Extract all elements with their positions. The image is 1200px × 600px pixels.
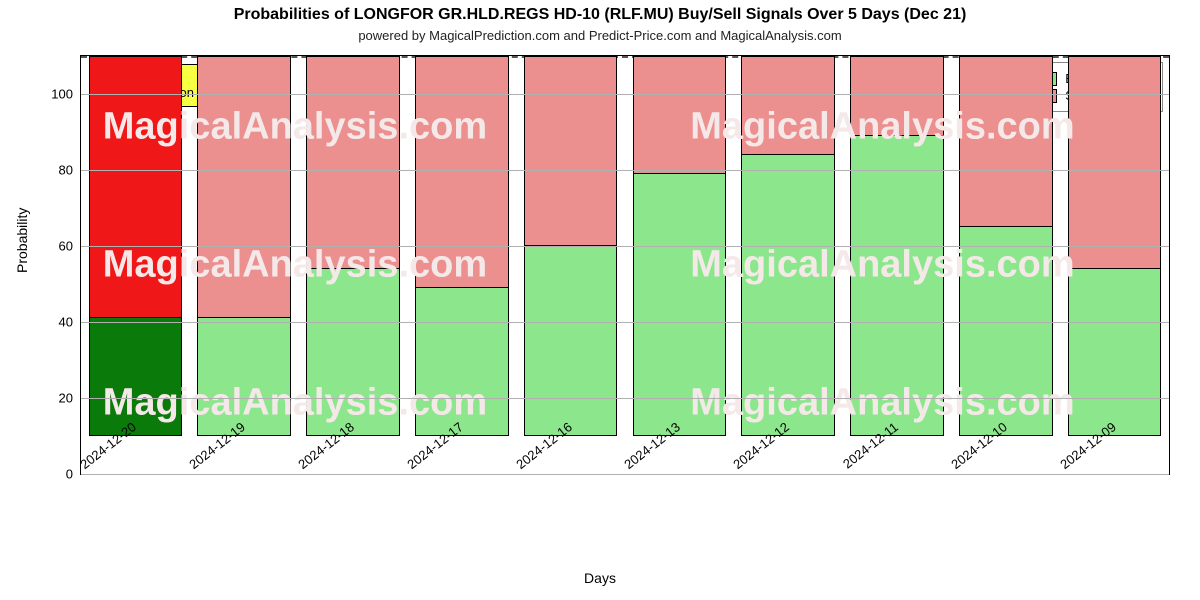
y-tick-label: 80: [59, 163, 81, 178]
bars-group: 2024-12-202024-12-192024-12-182024-12-17…: [81, 56, 1169, 474]
x-axis-label: Days: [0, 570, 1200, 586]
y-tick-label: 100: [51, 87, 81, 102]
sell-segment: [742, 57, 834, 155]
buy-segment: [525, 246, 617, 435]
y-tick-label: 40: [59, 315, 81, 330]
buy-segment: [634, 174, 726, 435]
y-tick-label: 0: [66, 467, 81, 482]
bar-slot: 2024-12-16: [516, 56, 625, 474]
sell-segment: [307, 57, 399, 269]
buy-segment: [851, 136, 943, 435]
plot-area: Today Last Prediction Buy Probability Se…: [80, 55, 1170, 475]
bar-slot: 2024-12-12: [734, 56, 843, 474]
buy-segment: [1069, 269, 1161, 435]
sell-segment: [90, 57, 182, 318]
buy-segment: [416, 288, 508, 435]
sell-segment: [851, 57, 943, 136]
buy-segment: [198, 318, 290, 435]
sell-segment: [416, 57, 508, 288]
grid-line: [81, 246, 1169, 247]
bar-slot: 2024-12-18: [299, 56, 408, 474]
buy-segment: [742, 155, 834, 435]
sell-segment: [198, 57, 290, 318]
bar-slot: 2024-12-10: [951, 56, 1060, 474]
sell-segment: [525, 57, 617, 246]
bar-slot: 2024-12-11: [843, 56, 952, 474]
bar-slot: 2024-12-20: [81, 56, 190, 474]
chart-title: Probabilities of LONGFOR GR.HLD.REGS HD-…: [0, 6, 1200, 24]
sell-segment: [634, 57, 726, 174]
grid-line: [81, 170, 1169, 171]
y-tick-label: 20: [59, 391, 81, 406]
bar-slot: 2024-12-19: [190, 56, 299, 474]
grid-line: [81, 94, 1169, 95]
buy-segment: [90, 318, 182, 435]
grid-line: [81, 322, 1169, 323]
chart-subtitle: powered by MagicalPrediction.com and Pre…: [0, 28, 1200, 43]
bar-slot: 2024-12-13: [625, 56, 734, 474]
bar-slot: 2024-12-17: [407, 56, 516, 474]
chart-container: Probabilities of LONGFOR GR.HLD.REGS HD-…: [0, 0, 1200, 600]
y-tick-label: 60: [59, 239, 81, 254]
y-axis-label: Probability: [14, 208, 30, 273]
buy-segment: [307, 269, 399, 435]
grid-line: [81, 398, 1169, 399]
grid-line: [81, 474, 1169, 475]
sell-segment: [1069, 57, 1161, 269]
bar-slot: 2024-12-09: [1060, 56, 1169, 474]
buy-segment: [960, 227, 1052, 435]
sell-segment: [960, 57, 1052, 227]
